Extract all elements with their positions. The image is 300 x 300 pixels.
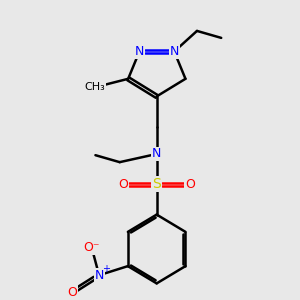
Text: N: N: [135, 45, 144, 58]
Text: S: S: [152, 177, 161, 191]
Text: O: O: [118, 178, 128, 191]
Text: +: +: [102, 263, 110, 274]
Text: O: O: [67, 286, 77, 299]
Text: N: N: [169, 45, 179, 58]
Text: CH₃: CH₃: [85, 82, 105, 92]
Text: N: N: [94, 269, 104, 282]
Text: O: O: [185, 178, 195, 191]
Text: N: N: [152, 148, 161, 160]
Text: O⁻: O⁻: [84, 242, 100, 254]
